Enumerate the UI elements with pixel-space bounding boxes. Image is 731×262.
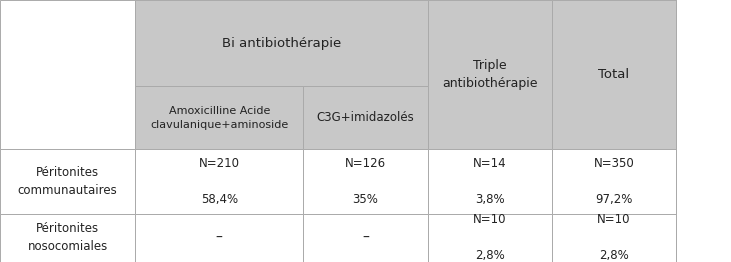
Bar: [303, 86, 428, 149]
Text: –: –: [362, 231, 369, 245]
Text: N=210

58,4%: N=210 58,4%: [199, 157, 240, 206]
Text: Bi antibiothérapie: Bi antibiothérapie: [221, 37, 341, 50]
Text: C3G+imidazolés: C3G+imidazolés: [317, 111, 414, 124]
Bar: [428, 149, 552, 214]
Text: Péritonites
communautaires: Péritonites communautaires: [18, 166, 118, 197]
Bar: [0, 0, 135, 149]
Bar: [552, 214, 676, 262]
Text: Total: Total: [599, 68, 629, 81]
Bar: [135, 214, 303, 262]
Bar: [303, 214, 428, 262]
Bar: [428, 0, 552, 149]
Text: Amoxicilline Acide
clavulanique+aminoside: Amoxicilline Acide clavulanique+aminosid…: [150, 106, 289, 130]
Bar: [135, 149, 303, 214]
Bar: [0, 214, 135, 262]
Bar: [135, 86, 303, 149]
Text: N=350

97,2%: N=350 97,2%: [594, 157, 635, 206]
Bar: [135, 0, 428, 86]
Text: Péritonites
nosocomiales: Péritonites nosocomiales: [28, 222, 107, 253]
Text: N=14

3,8%: N=14 3,8%: [473, 157, 507, 206]
Text: N=126

35%: N=126 35%: [345, 157, 386, 206]
Bar: [428, 214, 552, 262]
Bar: [303, 149, 428, 214]
Text: N=10

2,8%: N=10 2,8%: [597, 213, 631, 262]
Text: Triple
antibiothérapie: Triple antibiothérapie: [442, 59, 537, 90]
Text: N=10

2,8%: N=10 2,8%: [473, 213, 507, 262]
Bar: [552, 149, 676, 214]
Bar: [552, 0, 676, 149]
Text: –: –: [216, 231, 223, 245]
Bar: [0, 149, 135, 214]
